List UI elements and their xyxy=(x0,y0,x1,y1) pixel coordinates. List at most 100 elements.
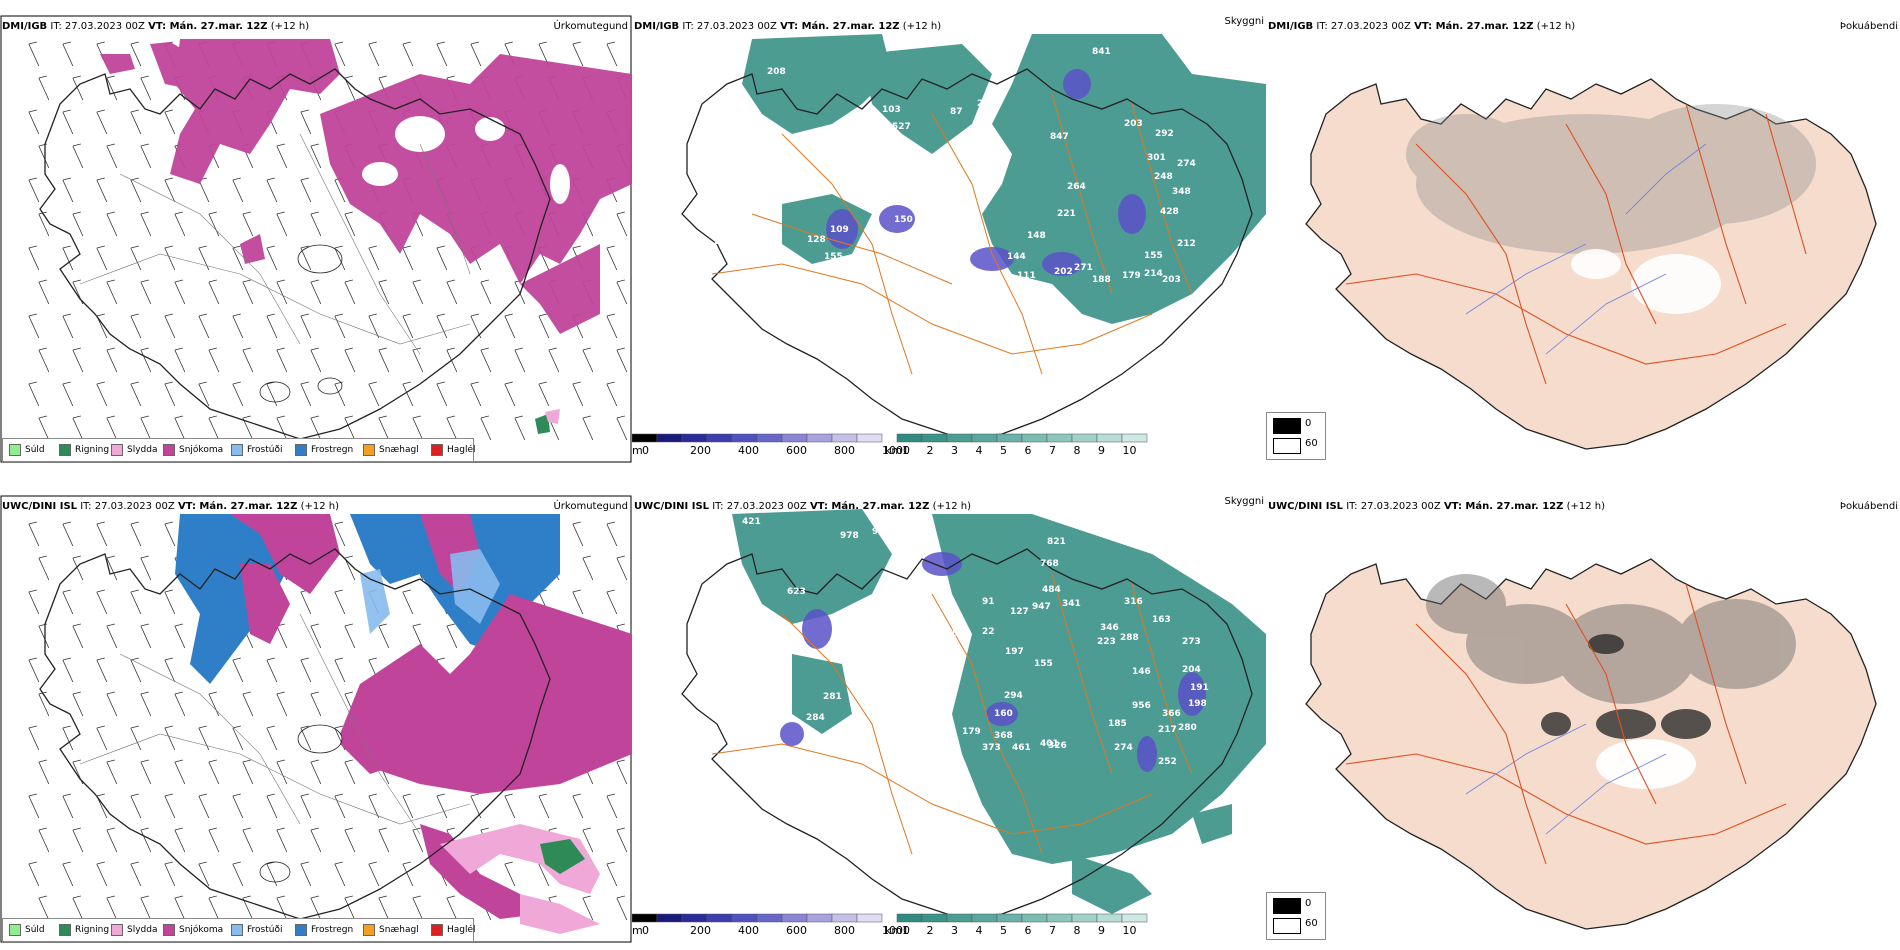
wind-barb xyxy=(62,521,74,547)
wind-barb xyxy=(616,555,628,581)
svg-text:155: 155 xyxy=(824,252,843,262)
wind-barb xyxy=(198,313,210,339)
svg-text:217: 217 xyxy=(1158,725,1177,735)
cbar-km-cell xyxy=(896,913,923,923)
panel-fog-uwc: UWC/DINI ISL IT: 27.03.2023 00Z VT: Mán.… xyxy=(1266,494,1900,944)
cbar-m-cell xyxy=(831,913,858,923)
cbar-km-cell xyxy=(896,433,923,443)
panel-visibility-dmi: DMI/IGB IT: 27.03.2023 00Z VT: Mán. 27.m… xyxy=(632,14,1266,464)
wind-barb xyxy=(572,41,584,67)
wind-barb xyxy=(378,895,390,921)
wind-barb xyxy=(300,725,312,751)
wind-barb xyxy=(344,279,356,305)
cbar-km-tick: 6 xyxy=(1024,924,1032,937)
wind-barb xyxy=(106,347,118,373)
wind-barb xyxy=(606,41,618,67)
wind-barb xyxy=(96,109,108,135)
wind-barb xyxy=(232,381,244,407)
wind-barb xyxy=(402,245,414,271)
wind-barb xyxy=(480,347,492,373)
wind-barb xyxy=(616,827,628,853)
svg-text:281: 281 xyxy=(823,692,842,702)
fog-label-60: 60 xyxy=(1305,438,1318,449)
wind-barb xyxy=(198,381,210,407)
svg-text:54: 54 xyxy=(952,629,965,639)
panel-field-label: Skyggni xyxy=(1224,496,1264,507)
cbar-m-tick: 400 xyxy=(738,444,759,457)
cbar-m-cell xyxy=(706,433,733,443)
wind-barb xyxy=(62,589,74,615)
cbar-m-unit: m xyxy=(632,444,643,457)
svg-text:179: 179 xyxy=(962,727,981,737)
wind-barb xyxy=(300,177,312,203)
wind-barb xyxy=(232,861,244,887)
wind-barb xyxy=(242,827,254,853)
wind-barb xyxy=(232,725,244,751)
wind-barb xyxy=(616,759,628,785)
svg-text:22: 22 xyxy=(982,627,995,637)
wind-barb xyxy=(606,381,618,407)
wind-barb xyxy=(62,245,74,271)
wind-barb xyxy=(344,415,356,441)
wind-barb xyxy=(208,415,220,441)
svg-text:284: 284 xyxy=(720,147,739,157)
cbar-m-tick: 0 xyxy=(642,444,649,457)
svg-text:144: 144 xyxy=(1007,252,1026,262)
cbar-m-tick: 600 xyxy=(786,924,807,937)
legend-swatch xyxy=(59,444,71,456)
precip-map xyxy=(0,495,632,943)
visibility-values: 208 31 56 284 188 149 151 147 128 109 15… xyxy=(702,43,1211,299)
wind-barb xyxy=(334,381,346,407)
wind-barb xyxy=(72,143,84,169)
legend-item: Súld xyxy=(9,924,45,936)
wind-barb xyxy=(402,381,414,407)
wind-barb xyxy=(96,381,108,407)
svg-text:273: 273 xyxy=(1182,637,1201,647)
wind-barb xyxy=(538,313,550,339)
wind-barb xyxy=(140,623,152,649)
wind-barb xyxy=(344,895,356,921)
legend-swatch xyxy=(9,444,21,456)
wind-barb xyxy=(412,623,424,649)
wind-barb xyxy=(242,415,254,441)
svg-text:157: 157 xyxy=(842,731,861,741)
svg-text:288: 288 xyxy=(1120,633,1139,643)
wind-barb xyxy=(470,41,482,67)
legend-label: Rigning xyxy=(75,445,110,455)
legend-swatch xyxy=(363,924,375,936)
wind-barb xyxy=(106,415,118,441)
svg-text:841: 841 xyxy=(1092,47,1111,57)
cbar-m-tick: 800 xyxy=(834,444,855,457)
wind-barb xyxy=(96,725,108,751)
cbar-m-tick: 200 xyxy=(690,924,711,937)
wind-barb xyxy=(266,313,278,339)
svg-text:348: 348 xyxy=(1172,187,1191,197)
cbar-m-tick: 0 xyxy=(642,924,649,937)
wind-barb xyxy=(300,589,312,615)
svg-text:768: 768 xyxy=(1040,559,1059,569)
wind-barb xyxy=(164,521,176,547)
wind-barb xyxy=(164,725,176,751)
wind-barb xyxy=(174,415,186,441)
wind-barb xyxy=(266,861,278,887)
wind-barb xyxy=(174,827,186,853)
svg-text:151: 151 xyxy=(702,199,721,209)
cbar-m-cell xyxy=(731,913,758,923)
wind-barb xyxy=(436,41,448,67)
wind-barb xyxy=(38,347,50,373)
wind-barb xyxy=(232,245,244,271)
wind-barb xyxy=(582,827,594,853)
svg-text:401: 401 xyxy=(1040,739,1059,749)
wind-barb xyxy=(344,623,356,649)
svg-text:111: 111 xyxy=(1017,271,1036,281)
legend-label: Frostregn xyxy=(311,925,354,935)
svg-text:150: 150 xyxy=(894,215,913,225)
cbar-m-cell xyxy=(731,433,758,443)
legend-item: Frostúði xyxy=(231,444,282,456)
svg-text:623: 623 xyxy=(787,587,806,597)
wind-barb xyxy=(140,75,152,101)
legend-item: Snæhagl xyxy=(363,444,419,456)
cbar-m-cell xyxy=(656,433,683,443)
panel-precip-uwc: UWC/DINI ISL IT: 27.03.2023 00Z VT: Mán.… xyxy=(0,494,632,944)
cbar-m-cell xyxy=(756,913,783,923)
